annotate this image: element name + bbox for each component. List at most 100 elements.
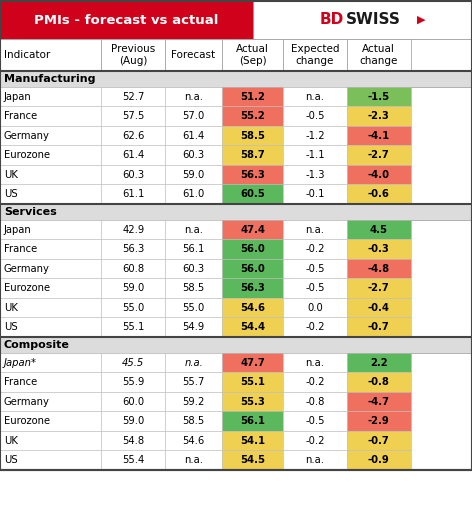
Bar	[222, 165, 283, 184]
Text: 60.3: 60.3	[183, 264, 204, 274]
Bar	[347, 317, 411, 337]
Bar	[283, 259, 347, 279]
Bar	[165, 392, 222, 411]
Bar	[0, 184, 101, 204]
Text: 45.5: 45.5	[122, 358, 144, 368]
Text: -4.1: -4.1	[368, 130, 390, 141]
Bar	[347, 353, 411, 373]
Bar	[165, 184, 222, 204]
Text: 58.5: 58.5	[182, 416, 205, 426]
Text: ▶: ▶	[417, 15, 425, 25]
Text: -0.2: -0.2	[305, 322, 325, 332]
Text: SWISS: SWISS	[346, 13, 401, 28]
Text: 47.7: 47.7	[240, 358, 265, 368]
Text: 54.6: 54.6	[182, 436, 205, 446]
Bar	[165, 165, 222, 184]
Text: 58.7: 58.7	[240, 150, 265, 160]
Bar	[0, 204, 472, 220]
Text: UK: UK	[4, 170, 17, 180]
Bar	[283, 317, 347, 337]
Text: US: US	[4, 189, 17, 199]
Text: -0.6: -0.6	[368, 189, 390, 199]
Bar	[283, 298, 347, 317]
Text: France: France	[4, 377, 37, 387]
Bar	[347, 126, 411, 146]
Text: 55.7: 55.7	[182, 377, 205, 387]
Text: Expected
change: Expected change	[291, 44, 339, 66]
Bar	[165, 279, 222, 298]
Bar	[0, 450, 101, 470]
Bar	[283, 39, 347, 71]
Bar	[222, 373, 283, 392]
Text: Germany: Germany	[4, 397, 50, 407]
Bar	[347, 87, 411, 106]
Bar	[101, 279, 165, 298]
Text: 60.3: 60.3	[183, 150, 204, 160]
Text: -1.5: -1.5	[368, 92, 390, 102]
Bar	[0, 337, 472, 353]
Bar	[222, 450, 283, 470]
Bar	[0, 39, 101, 71]
Text: -2.9: -2.9	[368, 416, 390, 426]
Bar	[283, 373, 347, 392]
Text: 54.8: 54.8	[122, 436, 144, 446]
Bar	[101, 220, 165, 240]
Bar	[101, 411, 165, 431]
Text: 60.5: 60.5	[240, 189, 265, 199]
Bar	[0, 1, 472, 470]
Text: -0.8: -0.8	[368, 377, 390, 387]
Text: Japan: Japan	[4, 92, 32, 102]
Text: 56.1: 56.1	[182, 244, 205, 254]
Bar	[222, 259, 283, 279]
Text: -2.3: -2.3	[368, 111, 390, 121]
Text: -1.3: -1.3	[305, 170, 325, 180]
Text: France: France	[4, 244, 37, 254]
Text: 60.8: 60.8	[122, 264, 144, 274]
Bar	[101, 353, 165, 373]
Bar	[0, 279, 101, 298]
Text: Forecast: Forecast	[171, 50, 216, 60]
Bar	[283, 126, 347, 146]
Text: 55.2: 55.2	[240, 111, 265, 121]
Bar	[165, 353, 222, 373]
Bar	[222, 220, 283, 240]
Bar	[0, 392, 101, 411]
Text: Indicator: Indicator	[4, 50, 50, 60]
Text: n.a.: n.a.	[305, 358, 325, 368]
Text: -0.8: -0.8	[305, 397, 325, 407]
Text: 54.1: 54.1	[240, 436, 265, 446]
Text: UK: UK	[4, 436, 17, 446]
Bar	[253, 1, 472, 39]
Text: -0.5: -0.5	[305, 264, 325, 274]
Text: Services: Services	[4, 207, 57, 217]
Bar	[101, 39, 165, 71]
Bar	[222, 184, 283, 204]
Text: 2.2: 2.2	[370, 358, 388, 368]
Bar	[0, 431, 101, 450]
Text: -0.1: -0.1	[305, 189, 325, 199]
Bar	[222, 126, 283, 146]
Bar	[347, 165, 411, 184]
Text: 56.3: 56.3	[240, 283, 265, 293]
Text: 55.4: 55.4	[122, 455, 144, 465]
Text: 57.0: 57.0	[182, 111, 205, 121]
Text: Germany: Germany	[4, 130, 50, 141]
Bar	[283, 106, 347, 126]
Text: -0.7: -0.7	[368, 436, 390, 446]
Text: 42.9: 42.9	[122, 225, 144, 235]
Bar	[283, 184, 347, 204]
Bar	[283, 411, 347, 431]
Text: PMIs - forecast vs actual: PMIs - forecast vs actual	[34, 14, 219, 27]
Text: 61.0: 61.0	[182, 189, 205, 199]
Bar	[101, 240, 165, 259]
Text: 47.4: 47.4	[240, 225, 265, 235]
Text: n.a.: n.a.	[305, 225, 325, 235]
Text: -0.5: -0.5	[305, 416, 325, 426]
Bar	[347, 431, 411, 450]
Text: US: US	[4, 455, 17, 465]
Text: -0.2: -0.2	[305, 377, 325, 387]
Bar	[0, 146, 101, 165]
Bar	[222, 353, 283, 373]
Bar	[101, 165, 165, 184]
Text: 61.4: 61.4	[122, 150, 144, 160]
